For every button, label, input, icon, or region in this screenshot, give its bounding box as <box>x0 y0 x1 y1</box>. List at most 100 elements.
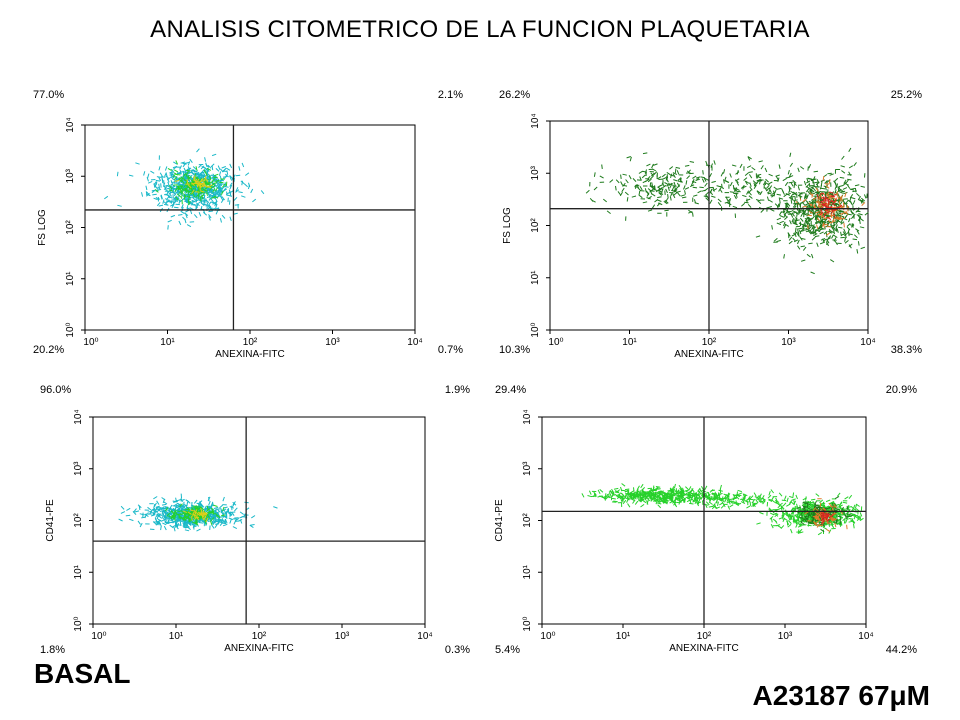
event-dot <box>150 170 155 174</box>
event-dot <box>176 498 182 502</box>
event-dot <box>777 504 782 509</box>
event-dot <box>619 191 623 197</box>
event-dot <box>177 172 182 175</box>
event-dot <box>199 181 201 186</box>
event-dot <box>229 163 233 169</box>
event-dot <box>805 188 810 193</box>
event-dot <box>851 507 855 512</box>
event-dot <box>200 503 205 508</box>
y-tick-label: 10³ <box>73 461 84 476</box>
event-dot <box>729 181 733 187</box>
event-dot <box>198 515 203 520</box>
event-dot <box>245 172 250 176</box>
event-dot <box>816 523 820 528</box>
event-dot <box>788 181 793 184</box>
y-tick-label: 10³ <box>65 168 76 183</box>
event-dot <box>201 515 204 520</box>
event-dot <box>778 197 784 200</box>
event-dot <box>758 498 763 503</box>
event-dot <box>198 172 203 177</box>
event-dot <box>664 200 669 204</box>
event-dot <box>700 486 705 491</box>
event-dot <box>768 199 773 203</box>
event-dot <box>806 253 811 258</box>
event-dot <box>829 193 834 196</box>
event-dot <box>859 515 862 521</box>
event-dot <box>697 190 702 194</box>
event-dot <box>835 211 839 217</box>
event-dot <box>742 194 747 198</box>
event-dot <box>813 503 817 509</box>
event-dot <box>808 164 812 169</box>
event-dot <box>833 198 837 203</box>
event-dot <box>202 211 208 216</box>
event-dot <box>705 164 711 167</box>
event-dot <box>180 506 186 509</box>
event-dot <box>684 489 689 492</box>
event-dot <box>806 178 809 183</box>
event-dot <box>215 168 220 172</box>
event-dot <box>222 496 225 502</box>
event-dot <box>581 493 585 498</box>
event-dot <box>227 194 233 197</box>
event-dot <box>670 191 674 197</box>
event-dot <box>859 512 863 517</box>
event-dot <box>793 182 797 187</box>
event-dot <box>144 513 149 518</box>
event-dot <box>839 176 845 179</box>
event-dot <box>808 507 813 510</box>
event-dot <box>834 240 838 246</box>
event-dot <box>814 521 818 526</box>
event-dot <box>211 507 215 512</box>
event-dot <box>780 505 785 510</box>
event-dot <box>650 172 654 177</box>
event-dot <box>758 160 763 163</box>
event-dot <box>729 173 732 178</box>
event-dot <box>808 225 812 230</box>
event-dot <box>828 502 832 507</box>
event-dot <box>793 183 796 189</box>
event-dot <box>657 496 662 501</box>
basal-label: BASAL <box>34 658 131 689</box>
event-dot <box>797 525 803 528</box>
event-dot <box>206 167 212 171</box>
event-dot <box>834 495 840 500</box>
event-dot <box>694 499 698 504</box>
event-dot <box>639 176 642 181</box>
event-dot <box>116 171 119 177</box>
event-dot <box>104 195 109 200</box>
event-dot <box>668 182 673 187</box>
event-dot <box>854 504 858 509</box>
event-dot <box>613 500 618 503</box>
event-dot <box>746 190 750 195</box>
event-dot <box>181 189 185 195</box>
event-dot <box>181 516 185 521</box>
event-dot <box>791 498 796 501</box>
event-dot <box>211 153 217 157</box>
event-dot <box>812 521 817 526</box>
event-dot <box>647 195 652 200</box>
event-dot <box>621 483 626 487</box>
event-dot <box>692 499 697 503</box>
event-dot <box>685 180 688 185</box>
event-dot <box>771 191 776 196</box>
event-dot <box>170 174 175 179</box>
event-dot <box>166 184 171 188</box>
event-dot <box>614 490 620 493</box>
plot-frame <box>84 124 416 331</box>
event-dot <box>838 210 842 215</box>
event-dot <box>789 515 793 521</box>
event-dot <box>665 494 670 496</box>
event-dot <box>708 501 713 505</box>
event-dot <box>224 519 228 524</box>
event-dot <box>194 180 200 183</box>
event-dot <box>733 194 737 200</box>
x-tick-label: 10⁴ <box>860 337 875 348</box>
event-dot <box>212 518 217 522</box>
event-dot <box>178 214 183 216</box>
event-dot <box>167 219 172 223</box>
event-dot <box>153 503 156 509</box>
event-dot <box>779 215 785 218</box>
event-dot <box>659 496 664 501</box>
event-dot <box>238 191 243 194</box>
